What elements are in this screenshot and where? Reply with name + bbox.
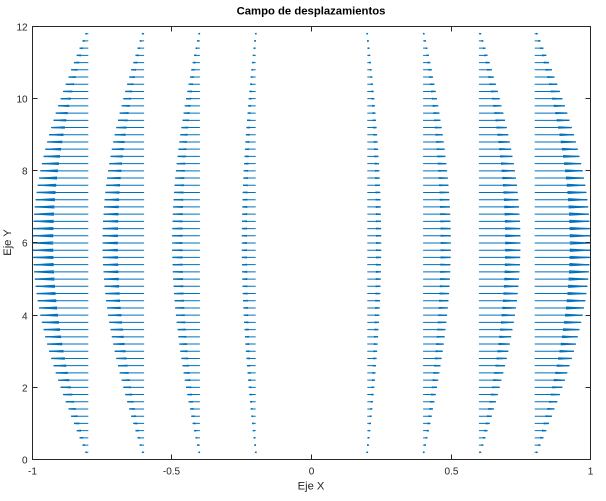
svg-text:1: 1 (588, 466, 594, 477)
svg-text:4: 4 (22, 312, 28, 323)
svg-text:Campo de desplazamientos: Campo de desplazamientos (237, 6, 386, 18)
svg-text:-0.5: -0.5 (163, 466, 181, 477)
svg-text:2: 2 (22, 384, 28, 395)
svg-text:0.5: 0.5 (445, 466, 459, 477)
svg-text:12: 12 (16, 23, 28, 34)
svg-text:Eje X: Eje X (298, 480, 325, 492)
svg-text:-1: -1 (28, 466, 37, 477)
svg-text:0: 0 (22, 456, 28, 467)
svg-text:8: 8 (22, 167, 28, 178)
svg-text:Eje Y: Eje Y (2, 229, 14, 256)
svg-text:10: 10 (16, 95, 28, 106)
svg-text:0: 0 (309, 466, 315, 477)
svg-text:6: 6 (22, 239, 28, 250)
